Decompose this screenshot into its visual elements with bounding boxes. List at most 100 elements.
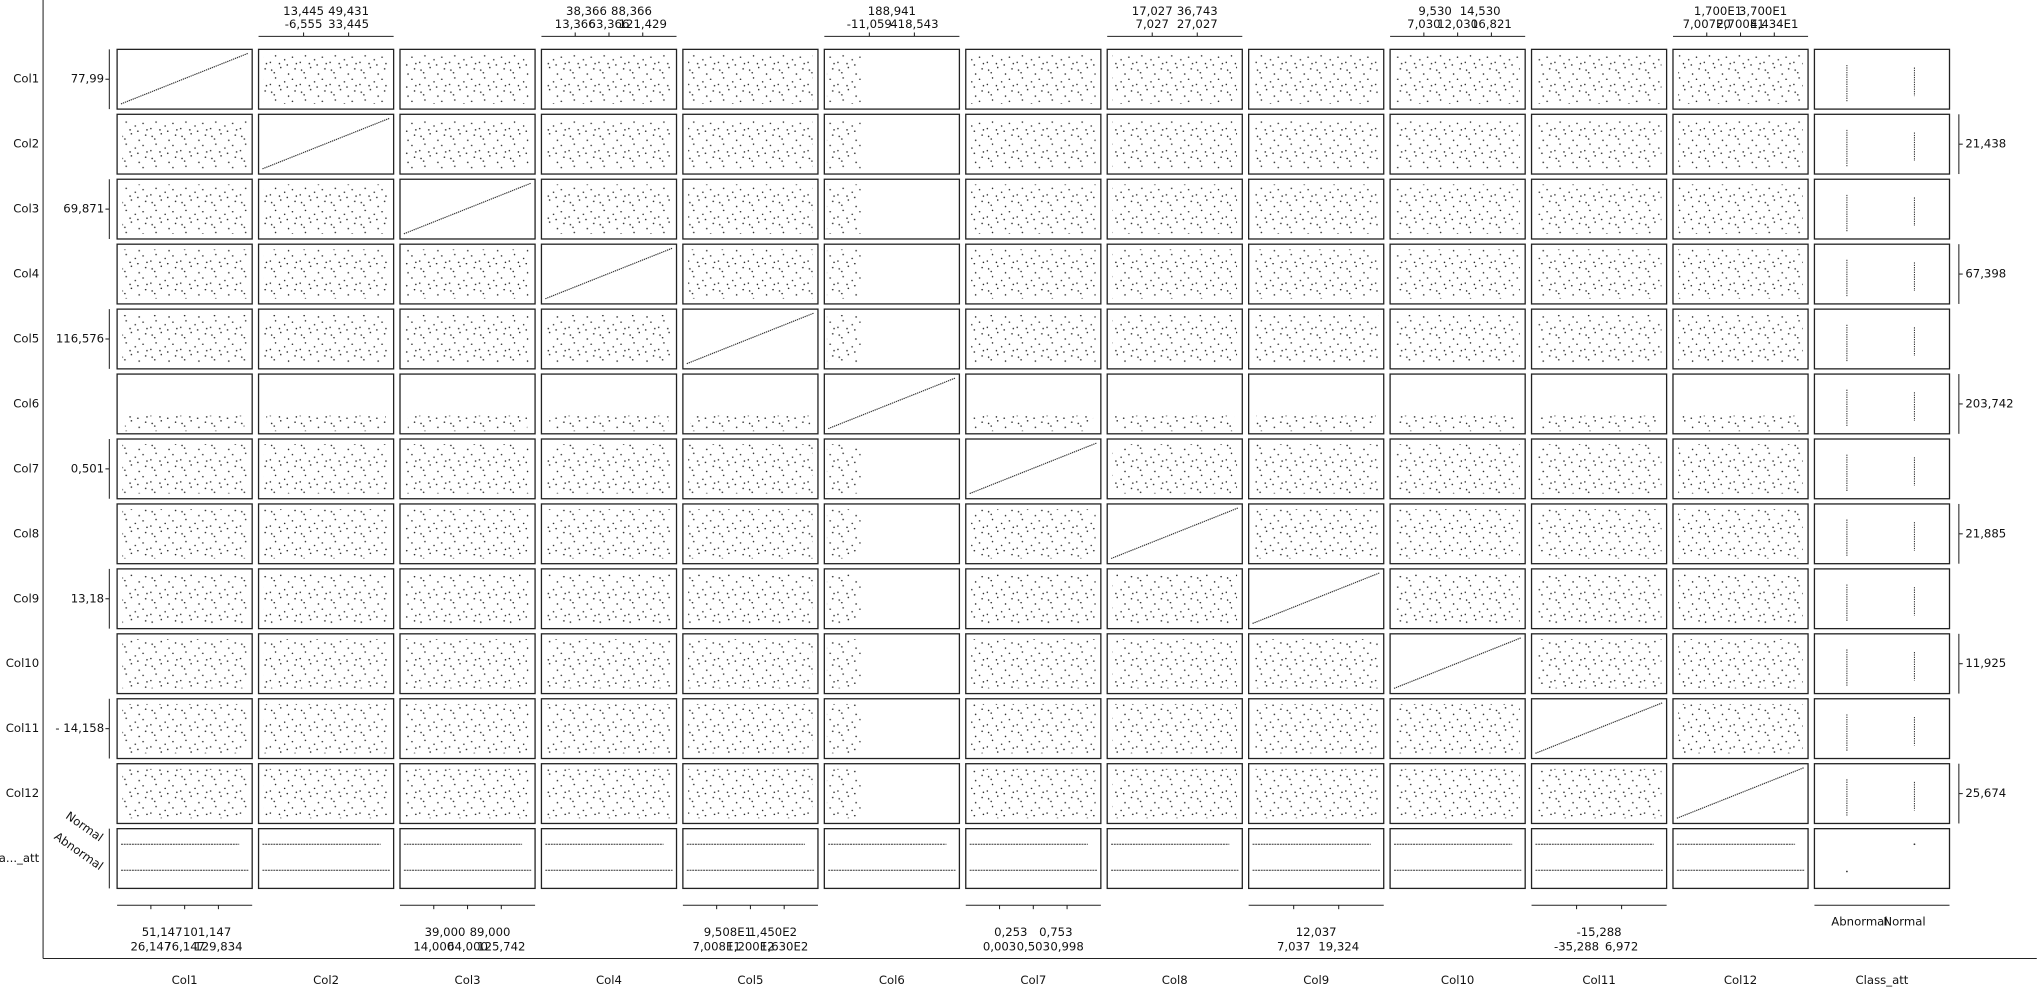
point-cloud: [1112, 119, 1238, 169]
plot-cell: [116, 48, 253, 110]
plot-cell: [1813, 763, 1951, 825]
plot-cell: [1106, 503, 1243, 565]
row-label: Col12: [6, 786, 39, 800]
column-axis-label: 13,445: [283, 4, 324, 18]
row-axis-label: 77,99: [71, 72, 104, 86]
point-cloud: [405, 444, 530, 494]
column-label: Col6: [879, 973, 905, 987]
column-axis-label: 6,972: [1605, 939, 1638, 953]
point-cloud: [688, 444, 813, 494]
point-cloud: [122, 314, 247, 364]
column-axis-label: 7,037: [1277, 939, 1310, 953]
column-axis-label: 2,700E1: [1716, 17, 1764, 31]
point-cloud: [1678, 314, 1803, 364]
point-cloud: [546, 639, 672, 689]
point-cloud: [405, 314, 530, 364]
column-axis-label: 9,530: [1418, 4, 1451, 18]
plot-cell: [1106, 828, 1243, 890]
row-axis-label: 21,885: [1965, 526, 2006, 540]
point-cloud: [970, 574, 1096, 624]
column-axis-label: 17,027: [1132, 4, 1173, 18]
row-label: Cla..._att: [0, 851, 40, 865]
point-cloud: [122, 444, 247, 494]
plot-cell: [1530, 698, 1668, 760]
column-axis-label: 1,700E1: [1694, 4, 1742, 18]
plot-cell: [1672, 828, 1809, 890]
point-cloud: [826, 639, 861, 689]
row-label: Col7: [13, 461, 39, 475]
point-cloud: [1536, 639, 1662, 689]
point-cloud: [826, 703, 861, 754]
point-cloud: [1253, 509, 1379, 559]
point-cloud: [266, 415, 386, 432]
point-cloud: [1256, 415, 1376, 432]
point-cloud: [688, 574, 813, 624]
point-cloud: [970, 54, 1096, 104]
plot-cell: [965, 438, 1102, 500]
column-axis-label: 63,366: [589, 17, 630, 31]
point-cloud: [1678, 639, 1803, 689]
point-cloud: [688, 184, 813, 234]
point-cloud: [1536, 768, 1662, 819]
point-cloud: [1536, 444, 1662, 494]
plot-cell: [1813, 178, 1951, 240]
column-label: Col8: [1162, 973, 1188, 987]
point-cloud: [1395, 314, 1520, 364]
point-cloud: [826, 314, 861, 364]
column-axis-label: 19,324: [1318, 939, 1359, 953]
point-cloud: [1536, 314, 1662, 364]
row-label: Col2: [13, 137, 39, 151]
column-axis-label: 0,998: [1050, 939, 1083, 953]
point-cloud: [826, 509, 861, 559]
row-axis-label: 67,398: [1965, 267, 2006, 281]
point-cloud: [546, 184, 672, 234]
plot-cell: [1248, 828, 1385, 890]
column-axis-label: 0,503: [1017, 939, 1050, 953]
point-cloud: [1112, 314, 1238, 364]
plot-cell: [1248, 568, 1385, 630]
point-cloud: [122, 509, 247, 559]
point-cloud: [970, 768, 1096, 819]
point-cloud: [1395, 703, 1520, 754]
column-label: Col9: [1303, 973, 1329, 987]
row-label: Col9: [13, 591, 39, 605]
column-axis-label: -11,059: [847, 17, 892, 31]
row-label: Col10: [6, 656, 39, 670]
column-axis-label: 3,700E1: [1739, 4, 1787, 18]
point-cloud: [1112, 444, 1238, 494]
point-cloud: [970, 249, 1096, 299]
point-cloud: [546, 703, 672, 754]
point-cloud: [1678, 119, 1803, 169]
plot-cell: [1813, 568, 1951, 630]
point-cloud: [546, 314, 672, 364]
plot-cell: [823, 373, 961, 435]
column-axis-label: 125,742: [477, 939, 525, 953]
point-cloud: [1397, 415, 1518, 432]
point-cloud: [826, 249, 861, 299]
plot-cell: [1530, 828, 1668, 890]
plot-cell: [1813, 828, 1951, 890]
column-axis-label: 1,450E2: [749, 925, 797, 939]
column-axis-label: 14,530: [1460, 4, 1501, 18]
point-cloud: [970, 184, 1096, 234]
point-cloud: [688, 249, 813, 299]
point-cloud: [1395, 54, 1520, 104]
row-label: Col11: [6, 721, 39, 735]
row-axis-label: 21,438: [1965, 137, 2006, 151]
plot-cell: [116, 828, 253, 890]
column-axis-label: 9,508E1: [704, 925, 752, 939]
class-point: [1913, 843, 1916, 846]
plot-cell: [1813, 503, 1951, 565]
point-cloud: [405, 54, 530, 104]
point-cloud: [1395, 444, 1520, 494]
point-cloud: [970, 703, 1096, 754]
plot-cell: [1813, 373, 1951, 435]
column-label: Col10: [1441, 973, 1474, 987]
row-axis-label: 203,742: [1965, 396, 2013, 410]
column-axis-label: 188,941: [868, 4, 916, 18]
point-cloud: [546, 509, 672, 559]
point-cloud: [1395, 119, 1520, 169]
plot-cell: [1389, 828, 1526, 890]
row-label: Col3: [13, 202, 39, 216]
